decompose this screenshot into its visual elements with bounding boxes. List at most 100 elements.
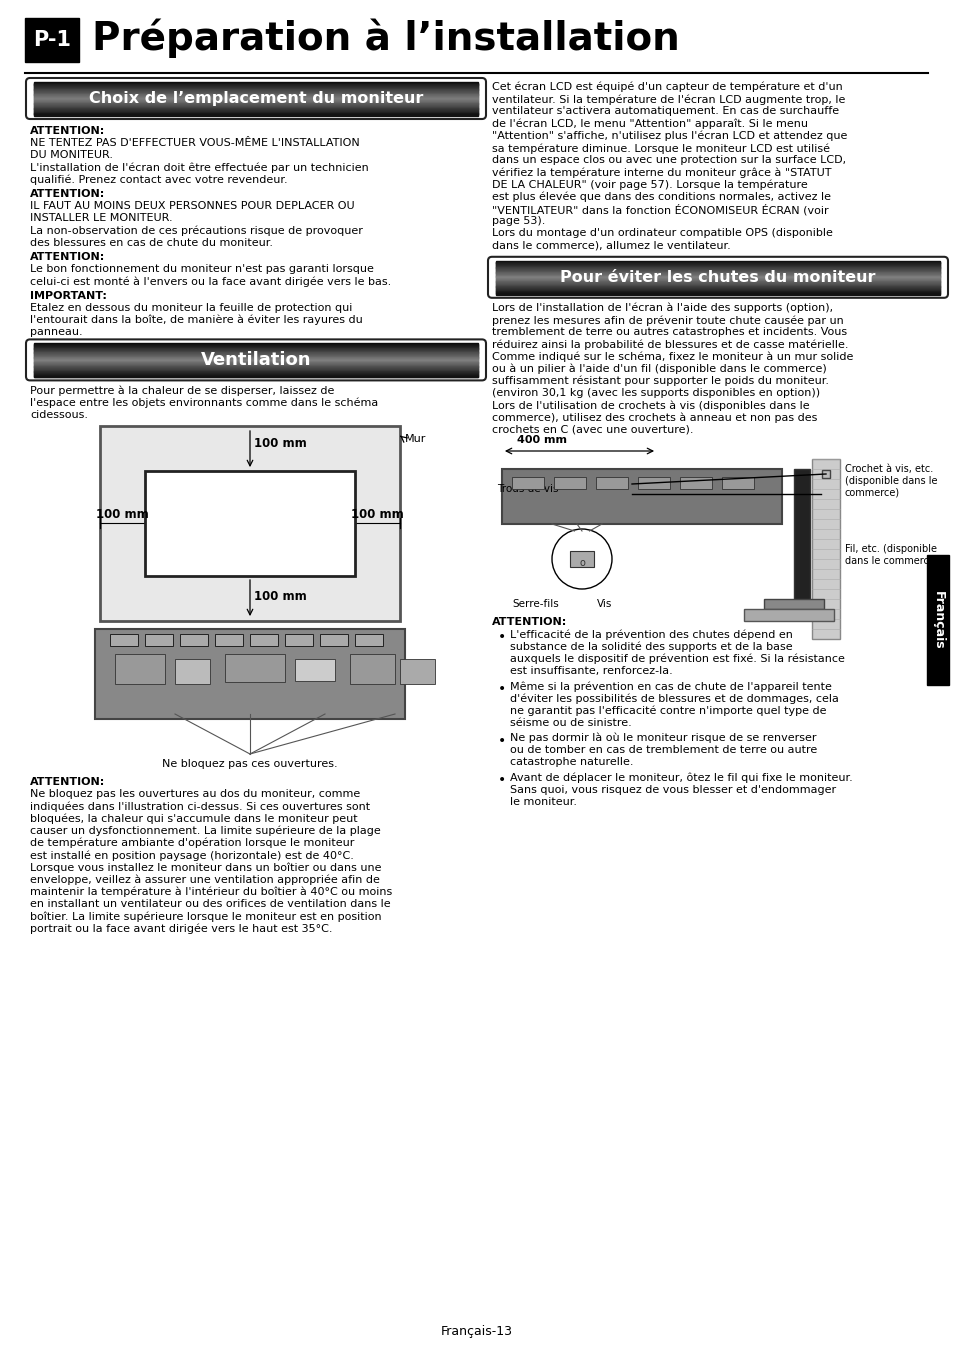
Bar (721, 477, 753, 489)
Bar (496, 284, 939, 285)
Text: "VENTILATEUR" dans la fonction ÉCONOMISEUR ÉCRAN (voir: "VENTILATEUR" dans la fonction ÉCONOMISE… (492, 204, 828, 216)
Bar (34, 108, 477, 111)
Text: ATTENTION:: ATTENTION: (30, 778, 105, 787)
Bar (34, 346, 477, 348)
Bar (743, 609, 833, 621)
Text: ATTENTION:: ATTENTION: (30, 126, 105, 136)
Bar (793, 468, 809, 609)
Text: qualifié. Prenez contact avec votre revendeur.: qualifié. Prenez contact avec votre reve… (30, 174, 287, 185)
Bar (399, 659, 435, 684)
Bar (496, 284, 939, 286)
Text: de l'écran LCD, le menu "Attention" apparaît. Si le menu: de l'écran LCD, le menu "Attention" appa… (492, 119, 807, 130)
Text: celui-ci est monté à l'envers ou la face avant dirigée vers le bas.: celui-ci est monté à l'envers ou la face… (30, 277, 391, 288)
Bar (496, 292, 939, 293)
Text: NE TENTEZ PAS D'EFFECTUER VOUS-MÊME L'INSTALLATION: NE TENTEZ PAS D'EFFECTUER VOUS-MÊME L'IN… (30, 138, 359, 148)
Text: Sans quoi, vous risquez de vous blesser et d'endommager: Sans quoi, vous risquez de vous blesser … (510, 784, 835, 795)
Bar (763, 599, 823, 609)
Bar (34, 369, 477, 370)
Text: ne garantit pas l'efficacité contre n'importe quel type de: ne garantit pas l'efficacité contre n'im… (510, 706, 825, 716)
Text: Pour permettre à la chaleur de se disperser, laissez de: Pour permettre à la chaleur de se disper… (30, 385, 334, 396)
Bar (214, 634, 243, 647)
Bar (34, 96, 477, 97)
Text: Préparation à l’installation: Préparation à l’installation (91, 18, 679, 58)
Text: causer un dysfonctionnement. La limite supérieure de la plage: causer un dysfonctionnement. La limite s… (30, 826, 380, 836)
Text: ATTENTION:: ATTENTION: (30, 189, 105, 198)
Text: maintenir la température à l'intérieur du boîtier à 40°C ou moins: maintenir la température à l'intérieur d… (30, 887, 392, 898)
Text: INSTALLER LE MONITEUR.: INSTALLER LE MONITEUR. (30, 213, 172, 223)
Bar (34, 366, 477, 367)
Text: Vis: Vis (597, 599, 612, 609)
Bar (496, 271, 939, 273)
Bar (34, 347, 477, 350)
Text: 100 mm: 100 mm (351, 509, 403, 521)
Bar (294, 659, 335, 680)
Bar (496, 278, 939, 279)
Text: Lorsque vous installez le moniteur dans un boîtier ou dans une: Lorsque vous installez le moniteur dans … (30, 863, 381, 873)
Bar (34, 352, 477, 354)
Bar (34, 354, 477, 356)
Text: est plus élevée que dans des conditions normales, activez le: est plus élevée que dans des conditions … (492, 192, 830, 202)
Text: Serre-fils: Serre-fils (512, 599, 558, 609)
Text: La non-observation de ces précautions risque de provoquer: La non-observation de ces précautions ri… (30, 225, 362, 236)
Text: Trous de vis: Trous de vis (497, 485, 558, 494)
Bar (34, 362, 477, 364)
Bar (496, 265, 939, 267)
Bar (496, 270, 939, 271)
Bar (34, 88, 477, 89)
Bar (285, 634, 313, 647)
Text: Crochet à vis, etc.
(disponible dans le
commerce): Crochet à vis, etc. (disponible dans le … (844, 464, 937, 497)
Text: Lors de l'utilisation de crochets à vis (disponibles dans le: Lors de l'utilisation de crochets à vis … (492, 401, 809, 410)
Text: cidessous.: cidessous. (30, 410, 88, 420)
Text: DE LA CHALEUR" (voir page 57). Lorsque la température: DE LA CHALEUR" (voir page 57). Lorsque l… (492, 180, 807, 190)
Text: séisme ou de sinistre.: séisme ou de sinistre. (510, 718, 631, 728)
Bar (174, 659, 210, 684)
Text: Fil, etc. (disponible
dans le commerce): Fil, etc. (disponible dans le commerce) (844, 544, 938, 566)
Text: Comme indiqué sur le schéma, fixez le moniteur à un mur solide: Comme indiqué sur le schéma, fixez le mo… (492, 351, 853, 362)
Bar (501, 468, 781, 524)
Bar (496, 285, 939, 286)
Text: "Attention" s'affiche, n'utilisez plus l'écran LCD et attendez que: "Attention" s'affiche, n'utilisez plus l… (492, 131, 846, 142)
Text: Ne bloquez pas les ouvertures au dos du moniteur, comme: Ne bloquez pas les ouvertures au dos du … (30, 790, 360, 799)
Text: IL FAUT AU MOINS DEUX PERSONNES POUR DEPLACER OU: IL FAUT AU MOINS DEUX PERSONNES POUR DEP… (30, 201, 355, 211)
Bar (496, 290, 939, 292)
Bar (34, 375, 477, 377)
Bar (34, 111, 477, 112)
Bar (512, 477, 543, 489)
Text: Etalez en dessous du moniteur la feuille de protection qui: Etalez en dessous du moniteur la feuille… (30, 302, 352, 313)
Bar (496, 281, 939, 282)
Bar (496, 275, 939, 278)
Bar (145, 634, 172, 647)
Text: ATTENTION:: ATTENTION: (492, 617, 567, 626)
Bar (350, 653, 395, 684)
Text: panneau.: panneau. (30, 327, 83, 338)
Bar (34, 104, 477, 105)
Bar (34, 375, 477, 378)
Bar (34, 356, 477, 358)
Bar (34, 93, 477, 94)
Bar (34, 370, 477, 371)
Bar (496, 271, 939, 273)
Bar (34, 99, 477, 100)
Bar (95, 629, 405, 720)
Bar (496, 265, 939, 266)
Bar (811, 459, 840, 639)
Bar (496, 281, 939, 284)
Text: est installé en position paysage (horizontale) est de 40°C.: est installé en position paysage (horizo… (30, 850, 354, 861)
Bar (34, 115, 477, 116)
Bar (496, 277, 939, 279)
Text: de température ambiante d'opération lorsque le moniteur: de température ambiante d'opération lors… (30, 838, 354, 849)
Bar (34, 103, 477, 104)
Text: commerce), utilisez des crochets à anneau et non pas des: commerce), utilisez des crochets à annea… (492, 413, 817, 423)
Bar (115, 653, 165, 684)
Bar (34, 364, 477, 366)
Bar (34, 351, 477, 354)
Bar (34, 101, 477, 103)
Text: réduirez ainsi la probabilité de blessures et de casse matérielle.: réduirez ainsi la probabilité de blessur… (492, 339, 847, 350)
Bar (34, 95, 477, 96)
Text: •: • (497, 774, 506, 787)
Bar (34, 93, 477, 96)
Bar (34, 359, 477, 360)
Bar (34, 350, 477, 351)
Bar (34, 107, 477, 108)
Bar (145, 471, 355, 576)
